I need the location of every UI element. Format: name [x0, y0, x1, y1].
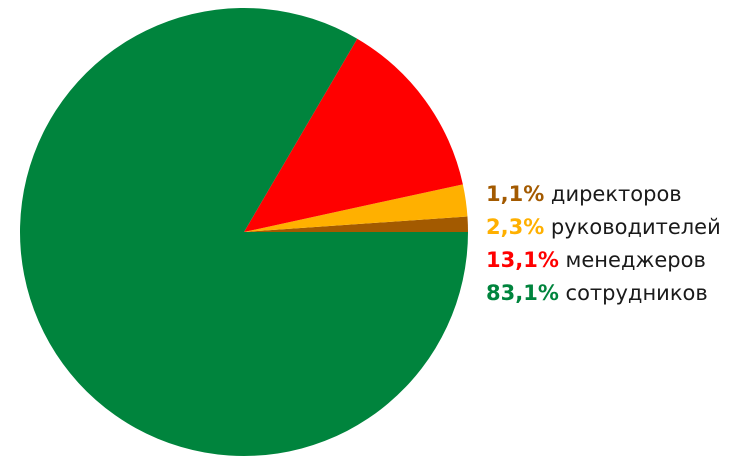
legend-entry-2: 13,1% менеджеров	[486, 248, 706, 272]
legend-entry-3: 83,1% сотрудников	[486, 281, 708, 305]
pie-slice-2	[244, 38, 463, 232]
legend-value-0: 1,1%	[486, 182, 544, 206]
legend-value-3: 83,1%	[486, 281, 559, 305]
legend-entry-0: 1,1% директоров	[486, 182, 682, 206]
pie-slice-3	[20, 8, 468, 457]
legend-value-1: 2,3%	[486, 215, 544, 239]
pie-slice-0	[244, 216, 468, 232]
pie-slices	[20, 8, 468, 457]
legend-label-3: сотрудников	[559, 281, 708, 305]
legend-label-1: руководителей	[544, 215, 721, 239]
legend-entry-1: 2,3% руководителей	[486, 215, 721, 239]
pie-slice-1	[244, 184, 468, 232]
legend-label-0: директоров	[544, 182, 681, 206]
legend-label-2: менеджеров	[559, 248, 706, 272]
legend-value-2: 13,1%	[486, 248, 559, 272]
